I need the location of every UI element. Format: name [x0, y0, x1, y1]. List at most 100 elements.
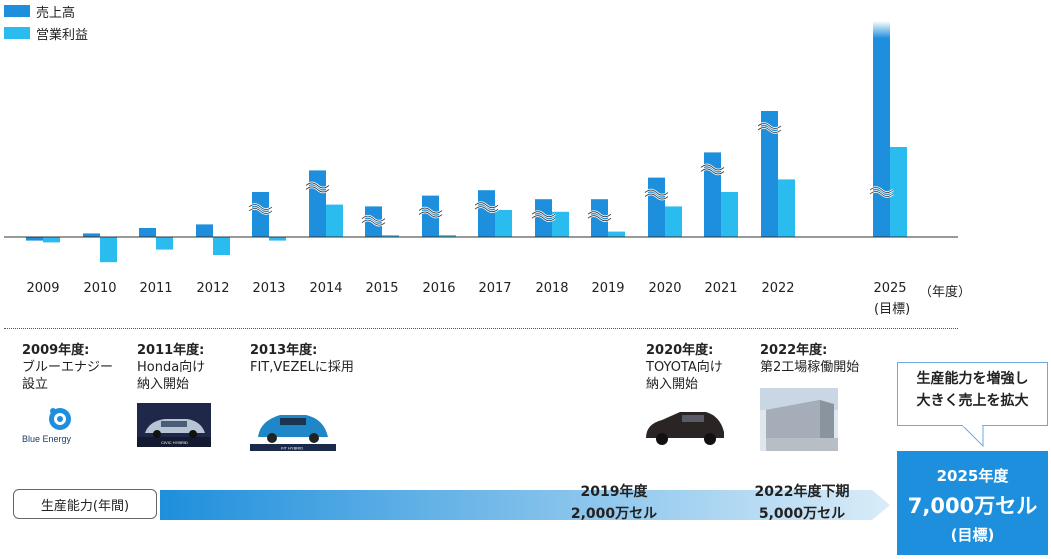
- profit-bar-2022: [778, 179, 795, 237]
- x-tick-label-2017: 2017: [478, 281, 512, 296]
- fit-hybrid-image: FIT HYBRID: [250, 403, 336, 451]
- axis-break-line-2016: [418, 207, 443, 218]
- capacity-target-value: 7,000万セル: [907, 494, 1038, 518]
- x-tick-label-2016: 2016: [422, 281, 456, 296]
- callout-box: 生産能力を増強し 大きく売上を拡大: [897, 362, 1048, 426]
- profit-bar-2010: [100, 237, 117, 263]
- axis-break-line-2020: [644, 189, 669, 200]
- profit-bar-2009: [43, 237, 60, 243]
- axis-break-line-2022: [757, 123, 782, 133]
- milestone-desc: FIT,VEZELに採用: [250, 360, 354, 375]
- dotted-divider: [4, 328, 958, 329]
- sales-bar-2012: [196, 224, 213, 237]
- axis-break-line-2017: [474, 202, 499, 213]
- milestone-title: 2013年度:: [250, 343, 318, 358]
- x-tick-label-2022: 2022: [761, 281, 795, 296]
- axis-break-line-2018: [531, 211, 556, 222]
- legend-label-sales: 売上高: [36, 5, 76, 21]
- milestone-2009: 2009年度: ブルーエナジー 設立: [22, 342, 113, 393]
- x-axis-unit: （年度）: [919, 285, 972, 300]
- image-caption: FIT HYBRID: [281, 446, 303, 451]
- profit-bar-2015: [382, 235, 399, 237]
- sales-bar-2010: [83, 233, 100, 237]
- capacity-arrow: [160, 490, 890, 520]
- capacity-point-2019: 2019年度 2,000万セル: [548, 481, 680, 525]
- axis-break-line-2014: [305, 182, 330, 193]
- callout-line-2: 大きく売上を拡大: [916, 393, 1029, 409]
- x-tick-label-2014: 2014: [309, 281, 343, 296]
- x-tick-label-2010: 2010: [83, 281, 117, 296]
- axis-break-line-2015: [361, 215, 386, 226]
- profit-bar-2014: [326, 204, 343, 237]
- x-tick-label-2021: 2021: [704, 281, 738, 296]
- x-tick-label-2013: 2013: [252, 281, 286, 296]
- sales-bar-2011: [139, 228, 156, 237]
- legend-label-profit: 営業利益: [36, 27, 89, 43]
- milestone-2013: 2013年度: FIT,VEZELに採用: [250, 342, 354, 376]
- milestone-desc: Honda向け 納入開始: [137, 360, 206, 392]
- chart-legend: 売上高 営業利益: [4, 0, 88, 44]
- callout-line-1: 生産能力を増強し: [916, 371, 1029, 387]
- capacity-point-2022: 2022年度下期 5,000万セル: [734, 481, 870, 525]
- milestone-title: 2022年度:: [760, 343, 828, 358]
- x-tick-label-2020: 2020: [648, 281, 682, 296]
- sales-bar-2020: [648, 177, 665, 237]
- x-tick-label-2011: 2011: [139, 281, 173, 296]
- milestone-2022: 2022年度: 第2工場稼働開始: [760, 342, 859, 376]
- x-tick-label-2025: 2025: [873, 281, 907, 296]
- legend-item-sales: 売上高: [4, 0, 88, 22]
- profit-bar-2016: [439, 235, 456, 237]
- x-tick-label-2009: 2009: [26, 281, 60, 296]
- capacity-point-value: 2,000万セル: [570, 506, 658, 522]
- milestone-desc: TOYOTA向け 納入開始: [646, 360, 723, 392]
- legend-swatch-sales: [4, 5, 30, 17]
- axis-break-line-2013: [248, 204, 273, 214]
- sales-bar-2025: [873, 21, 890, 237]
- milestone-desc: 第2工場稼働開始: [760, 360, 860, 375]
- x-tick-label-2012: 2012: [196, 281, 230, 296]
- milestone-title: 2011年度:: [137, 343, 205, 358]
- profit-bar-2020: [665, 206, 682, 237]
- milestone-desc: ブルーエナジー 設立: [22, 360, 114, 392]
- sales-bar-2016: [422, 195, 439, 237]
- x-tick-label-2015: 2015: [365, 281, 399, 296]
- legend-item-profit: 営業利益: [4, 22, 88, 44]
- milestone-title: 2009年度:: [22, 343, 90, 358]
- profit-bar-2018: [552, 211, 569, 237]
- image-caption: CIVIC HYBRID: [161, 440, 188, 445]
- profit-bar-2025: [890, 147, 907, 237]
- axis-break-line-2021: [700, 164, 725, 175]
- blue-energy-logo: Blue Energy: [22, 408, 72, 444]
- civic-hybrid-image: CIVIC HYBRID: [137, 403, 211, 447]
- sales-bar-2013: [252, 192, 269, 237]
- profit-bar-2017: [495, 210, 512, 237]
- profit-bar-2019: [608, 231, 625, 237]
- profit-bar-2011: [156, 237, 173, 250]
- sales-bar-2022: [761, 111, 778, 237]
- capacity-point-value: 5,000万セル: [758, 506, 846, 522]
- milestone-2020: 2020年度: TOYOTA向け 納入開始: [646, 342, 723, 393]
- sales-bar-2009: [26, 237, 43, 241]
- capacity-label: 生産能力(年間): [13, 489, 157, 519]
- axis-break-line-2019: [587, 211, 612, 222]
- legend-swatch-profit: [4, 27, 30, 39]
- profit-bar-2012: [213, 237, 230, 255]
- axis-break-line-2025: [869, 187, 894, 197]
- profit-bar-2013: [269, 237, 286, 241]
- callout-pointer: [962, 425, 984, 447]
- sales-bar-2014: [309, 170, 326, 237]
- profit-bar-2021: [721, 192, 738, 237]
- target-year-note: (目標): [874, 302, 911, 317]
- x-tick-label-2019: 2019: [591, 281, 625, 296]
- capacity-target-note: (目標): [950, 526, 995, 544]
- capacity-point-year: 2022年度下期: [754, 484, 850, 500]
- milestone-2011: 2011年度: Honda向け 納入開始: [137, 342, 205, 393]
- x-tick-label-2018: 2018: [535, 281, 569, 296]
- milestone-title: 2020年度:: [646, 343, 714, 358]
- sales-bar-2017: [478, 190, 495, 237]
- capacity-point-year: 2019年度: [580, 484, 648, 500]
- toyota-suv-image: [640, 402, 730, 452]
- factory-building-image: [760, 388, 838, 451]
- logo-text: Blue Energy: [22, 434, 72, 444]
